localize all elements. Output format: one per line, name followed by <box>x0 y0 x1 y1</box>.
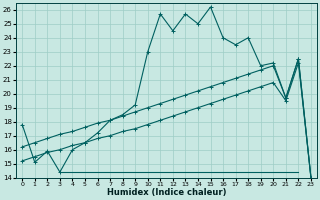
X-axis label: Humidex (Indice chaleur): Humidex (Indice chaleur) <box>107 188 226 197</box>
